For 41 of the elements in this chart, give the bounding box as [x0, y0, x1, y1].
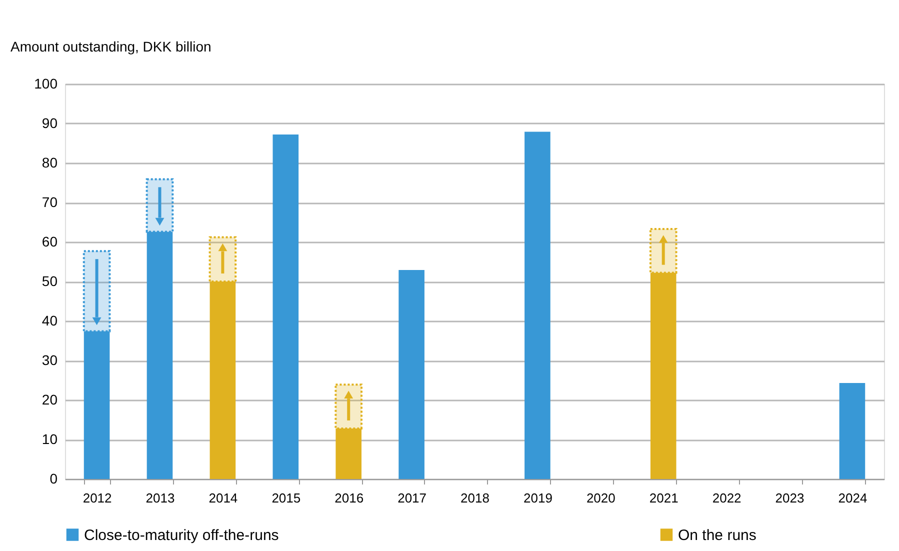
y-tick-label: 60: [42, 234, 58, 250]
bar: [524, 132, 550, 479]
y-axis-title: Amount outstanding, DKK billion: [10, 38, 212, 54]
bar: [334, 384, 362, 430]
bar: [398, 270, 424, 479]
bar: [146, 232, 173, 479]
legend-label: On the runs: [678, 526, 756, 544]
y-tick-label: 10: [42, 431, 58, 447]
x-tick-label: 2012: [82, 490, 112, 506]
y-tick-label: 30: [42, 352, 58, 368]
bar: [82, 250, 111, 332]
x-tick-label: 2013: [146, 490, 175, 506]
x-tick-label: 2024: [838, 490, 868, 506]
x-tick-label: 2020: [586, 490, 616, 506]
x-tick-label: 2014: [208, 490, 238, 506]
y-tick-label: 50: [42, 273, 58, 289]
bar: [146, 178, 174, 233]
y-tick-label: 70: [42, 194, 58, 210]
y-tick-label: 40: [42, 312, 58, 328]
legend-label: Close-to-maturity off-the-runs: [84, 526, 279, 544]
y-tick-label: 100: [34, 76, 58, 92]
x-tick-label: 2016: [334, 490, 364, 506]
bar: [839, 383, 866, 479]
x-tick-label: 2019: [523, 490, 552, 506]
y-tick-label: 20: [42, 392, 58, 408]
x-tick-label: 2017: [398, 490, 427, 506]
bar: [210, 282, 236, 479]
x-tick-label: 2023: [775, 490, 804, 506]
bar: [650, 272, 676, 479]
y-tick-label: 0: [50, 470, 58, 486]
x-tick-label: 2022: [712, 490, 742, 506]
bar: [649, 228, 678, 274]
bar: [84, 331, 110, 479]
bar: [336, 428, 362, 479]
y-tick-label: 80: [42, 154, 58, 170]
bar: [208, 236, 237, 282]
bar: [272, 134, 299, 479]
x-tick-label: 2018: [460, 490, 490, 506]
y-tick-label: 90: [42, 115, 58, 131]
x-tick-label: 2015: [272, 490, 301, 506]
x-tick-label: 2021: [649, 490, 678, 506]
